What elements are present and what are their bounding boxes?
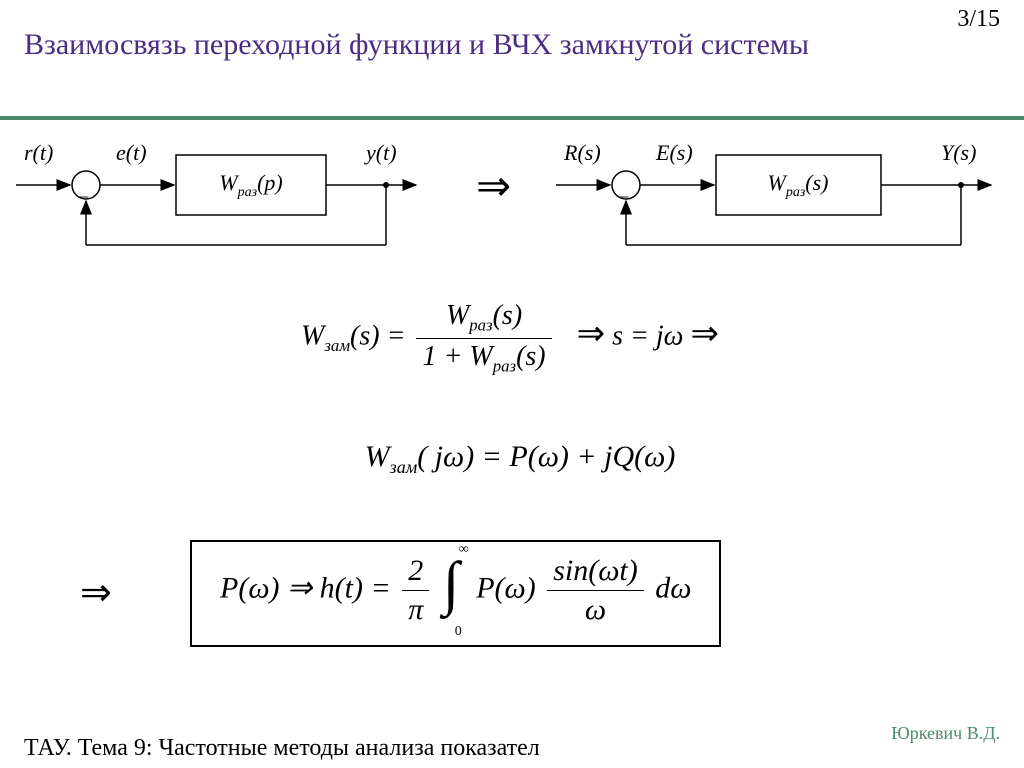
- implies-arrow-eq3: ⇒: [80, 570, 112, 615]
- title-separator: [0, 116, 1024, 120]
- label-R-s: R(s): [563, 140, 601, 165]
- label-Y-s: Y(s): [941, 140, 976, 165]
- boxed-integral: P(ω) ⇒ h(t) = 2 π ∞ ∫ 0 P(ω) sin(ωt) ω d…: [190, 540, 721, 647]
- minus-sign-left: −: [79, 187, 89, 207]
- author-text: Юркевич В.Д.: [891, 723, 1000, 744]
- block-diagrams: r(t) e(t) y(t) − Wраз(p): [6, 130, 1018, 280]
- label-y-t: y(t): [364, 140, 397, 165]
- equation-closed-loop-tf: Wзам(s) = Wраз(s) 1 + Wраз(s) ⇒ s = jω ⇒: [160, 300, 860, 376]
- equation-step-response: ⇒ P(ω) ⇒ h(t) = 2 π ∞ ∫ 0 P(ω) sin(ωt) ω…: [80, 540, 960, 650]
- page-title: Взаимосвязь переходной функции и ВЧХ зам…: [24, 28, 984, 62]
- footer-text: ТАУ. Тема 9: Частотные методы анализа по…: [24, 735, 540, 762]
- minus-sign-right: −: [619, 187, 629, 207]
- implies-between-diagrams: ⇒: [476, 164, 511, 210]
- label-e-t: e(t): [116, 140, 147, 165]
- equation-freq-response: Wзам( jω) = P(ω) + jQ(ω): [220, 440, 820, 478]
- label-r-t: r(t): [24, 140, 53, 165]
- label-E-s: E(s): [655, 140, 693, 165]
